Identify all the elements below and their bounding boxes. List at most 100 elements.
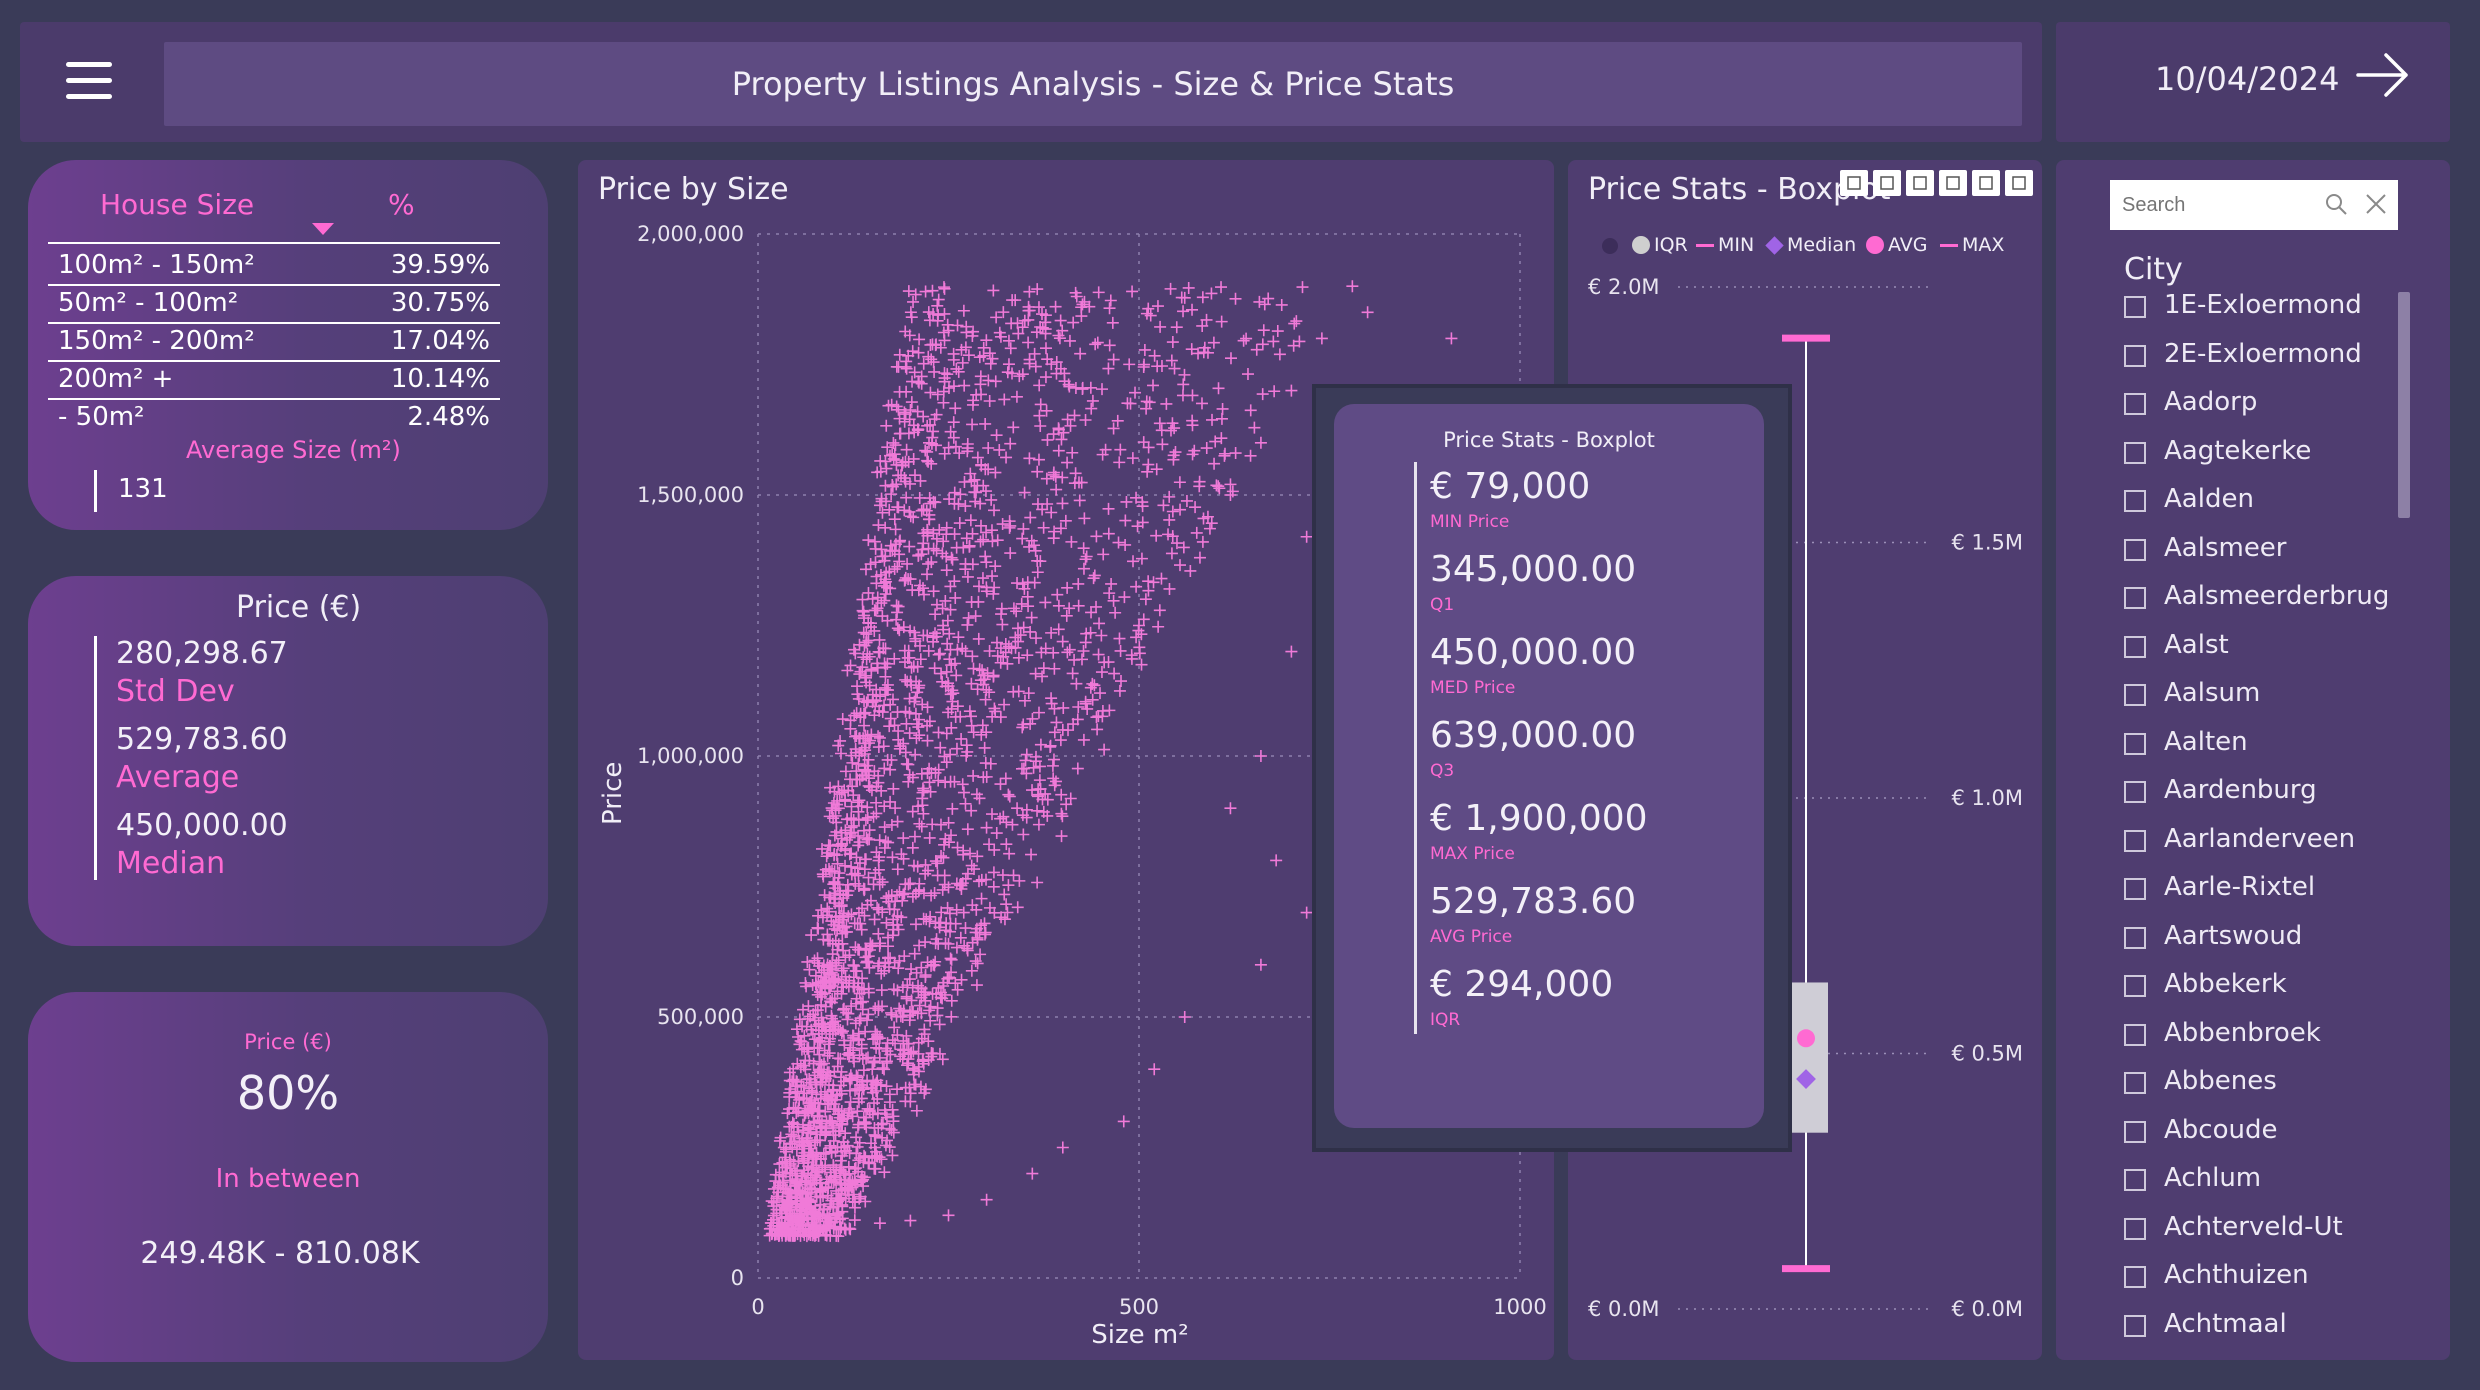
scatter-point [1096,383,1109,396]
scatter-point [816,988,829,1001]
city-option[interactable]: Aagtekerke [2122,436,2382,476]
checkbox[interactable] [2124,1120,2146,1143]
percent-column-header[interactable]: % [388,188,415,221]
scatter-point [821,958,834,971]
scatter-point [900,491,913,504]
copy-icon[interactable] [1873,170,1901,196]
checkbox[interactable] [2124,878,2146,900]
scatter-point [1024,511,1037,524]
city-option[interactable]: Aalden [2122,484,2382,524]
scatter-point [928,365,941,378]
scatter-point [879,455,892,468]
scatter-point [899,475,912,488]
checkbox[interactable] [2124,393,2146,415]
checkbox[interactable] [2124,1314,2146,1337]
scatter-point [974,948,987,961]
checkbox[interactable] [2124,587,2146,609]
city-option[interactable]: Aalst [2122,630,2382,670]
hamburger-menu-icon[interactable] [46,52,132,112]
scatter-point [1004,342,1017,355]
city-option[interactable]: 1E-Exloermond [2122,290,2382,330]
checkbox[interactable] [2124,1023,2146,1046]
checkbox[interactable] [2124,296,2146,318]
focus-icon[interactable] [1972,170,2000,196]
checkbox[interactable] [2124,490,2146,512]
city-option[interactable]: Achterveld-Ut [2122,1212,2382,1252]
table-row[interactable]: - 50m² 2.48% [48,398,500,436]
scatter-point [952,631,965,644]
table-row[interactable]: 50m² - 100m² 30.75% [48,284,500,324]
city-option[interactable]: Aarle-Rixtel [2122,872,2382,912]
sort-descending-icon[interactable] [312,222,334,241]
scatter-point [972,595,985,608]
table-row[interactable]: 200m² + 10.14% [48,360,500,400]
legend-item[interactable]: AVG [1866,230,1928,260]
scatter-point [807,1057,820,1070]
checkbox[interactable] [2124,926,2146,949]
checkbox[interactable] [2124,684,2146,706]
checkbox[interactable] [2124,1169,2146,1191]
scatter-point [853,794,866,807]
legend-item[interactable]: MIN [1696,230,1754,260]
city-option[interactable]: Achlum [2122,1163,2382,1203]
city-option[interactable]: Aardenburg [2122,775,2382,815]
checkbox[interactable] [2124,781,2146,803]
city-option[interactable]: Abbenes [2122,1066,2382,1106]
city-option[interactable]: Aalsum [2122,678,2382,718]
scatter-point [827,1159,840,1172]
legend-item[interactable]: MAX [1940,230,2004,260]
scatter-point [909,748,922,761]
bell-icon[interactable] [1906,170,1934,196]
scatter-point [834,1052,847,1065]
checkbox[interactable] [2124,1266,2146,1288]
filter-icon[interactable] [1939,170,1967,196]
table-row[interactable]: 150m² - 200m² 17.04% [48,322,500,362]
scatter-point [1054,314,1067,327]
close-icon[interactable] [2364,192,2388,220]
city-option[interactable]: Abcoude [2122,1115,2382,1155]
legend-item[interactable]: Median [1765,230,1856,260]
city-option[interactable]: Aarlanderveen [2122,824,2382,864]
scrollbar[interactable] [2398,292,2410,518]
checkbox[interactable] [2124,1217,2146,1240]
city-option[interactable]: 2E-Exloermond [2122,339,2382,379]
house-size-column-header[interactable]: House Size [100,188,255,221]
scatter-point [803,963,816,976]
checkbox[interactable] [2124,538,2146,561]
city-option[interactable]: Achtmaal [2122,1309,2382,1341]
city-option[interactable]: Achthuizen [2122,1260,2382,1300]
scatter-point [1166,505,1179,518]
table-row[interactable]: 100m² - 150m² 39.59% [48,246,500,286]
pin-icon[interactable] [1840,170,1868,196]
city-option[interactable]: Aalsmeerderbrug [2122,581,2389,621]
checkbox[interactable] [2124,1072,2146,1094]
search-box[interactable] [2110,180,2398,230]
scatter-point [861,801,874,814]
scatter-point [955,343,968,356]
city-label: Aalten [2164,726,2248,757]
checkbox[interactable] [2124,829,2146,852]
checkbox[interactable] [2124,441,2146,464]
scatter-point [931,299,944,312]
scatter-point [861,1051,874,1064]
search-icon[interactable] [2324,192,2348,220]
arrow-right-icon[interactable] [2356,48,2410,102]
checkbox[interactable] [2124,732,2146,755]
checkbox[interactable] [2124,344,2146,367]
scatter-point [1193,475,1206,488]
city-option[interactable]: Abbekerk [2122,969,2382,1009]
search-input[interactable] [2120,188,2324,222]
more-options-icon[interactable] [2005,170,2033,196]
city-option[interactable]: Aalten [2122,727,2382,767]
city-option[interactable]: Aadorp [2122,387,2382,427]
scatter-point [790,1023,803,1036]
city-option[interactable]: Aalsmeer [2122,533,2382,573]
checkbox[interactable] [2124,635,2146,658]
legend-item[interactable]: IQR [1632,230,1688,260]
city-option[interactable]: Aartswoud [2122,921,2382,961]
scatter-point [1182,281,1195,294]
city-option[interactable]: Abbenbroek [2122,1018,2382,1058]
scatter-point [929,439,942,452]
scatter-point [800,1132,813,1145]
checkbox[interactable] [2124,975,2146,997]
